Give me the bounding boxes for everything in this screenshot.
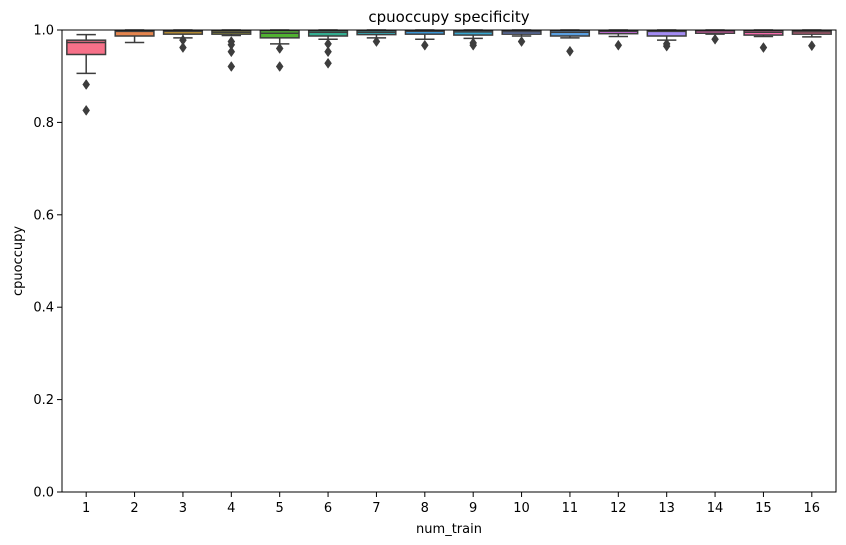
x-tick-label: 1 xyxy=(82,501,90,516)
box-13 xyxy=(646,29,687,52)
outlier-point xyxy=(372,36,381,47)
box-9 xyxy=(453,29,494,51)
box-6 xyxy=(307,29,349,69)
outlier-point xyxy=(179,42,187,53)
x-tick-label: 16 xyxy=(804,501,821,516)
box-12 xyxy=(598,29,639,51)
y-tick-label: 0.4 xyxy=(33,301,54,316)
plot-frame xyxy=(61,29,837,493)
box-5 xyxy=(259,29,300,72)
box-2 xyxy=(114,29,155,44)
outlier-point xyxy=(566,45,574,57)
box-3 xyxy=(162,29,204,53)
outlier-point xyxy=(82,79,90,90)
x-tick-label: 11 xyxy=(562,501,579,516)
x-tick-label: 10 xyxy=(513,501,530,516)
box-4 xyxy=(211,29,252,72)
box-body xyxy=(307,29,349,37)
y-tick-label: 0.8 xyxy=(33,116,54,131)
y-tick-label: 0.0 xyxy=(33,486,54,501)
outlier-point xyxy=(517,36,526,47)
outlier-point xyxy=(227,46,236,58)
box-10 xyxy=(501,29,542,47)
x-tick-label: 13 xyxy=(658,501,675,516)
y-tick-label: 1.0 xyxy=(33,24,54,39)
x-tick-label: 9 xyxy=(469,501,477,516)
x-tick-label: 6 xyxy=(324,501,332,516)
plot-area: 0.00.20.40.60.81.01 2 3 4 5 6 7 8 9 10 11 12 13 14 15 1… xyxy=(33,24,832,516)
x-tick-label: 8 xyxy=(421,501,429,516)
x-tick-label: 12 xyxy=(610,501,627,516)
y-tick-label: 0.6 xyxy=(33,208,54,223)
x-tick-label: 5 xyxy=(276,501,284,516)
outlier-point xyxy=(662,40,671,52)
outlier-point xyxy=(421,39,429,51)
outlier-point xyxy=(275,61,284,72)
box-7 xyxy=(356,29,397,47)
box-11 xyxy=(549,29,591,57)
outlier-point xyxy=(324,57,332,69)
outlier-point xyxy=(227,61,236,72)
box-15 xyxy=(743,29,784,53)
outlier-point xyxy=(469,39,477,51)
chart-title: cpuoccupy specificity xyxy=(368,8,529,26)
y-tick-label: 0.2 xyxy=(33,393,54,408)
outlier-point xyxy=(808,40,816,52)
outlier-point xyxy=(759,42,768,53)
y-axis-label: cpuoccupy xyxy=(11,226,26,296)
x-axis-label: num_train xyxy=(416,522,482,537)
box-body xyxy=(66,39,107,56)
x-tick-label: 2 xyxy=(130,501,138,516)
x-tick-label: 7 xyxy=(372,501,380,516)
box-1 xyxy=(66,33,107,116)
x-tick-label: 3 xyxy=(179,501,187,516)
box-body xyxy=(549,29,591,37)
box-14 xyxy=(694,29,736,45)
outlier-point xyxy=(275,43,284,54)
x-tick-label: 4 xyxy=(227,501,235,516)
box-16 xyxy=(791,29,832,52)
outlier-point xyxy=(711,33,719,45)
x-tick-label: 15 xyxy=(755,501,772,516)
outlier-point xyxy=(324,46,332,58)
box-body xyxy=(259,29,300,39)
x-tick-label: 14 xyxy=(707,501,724,516)
outlier-point xyxy=(614,39,623,51)
outlier-point xyxy=(82,104,90,116)
box-8 xyxy=(404,29,445,51)
